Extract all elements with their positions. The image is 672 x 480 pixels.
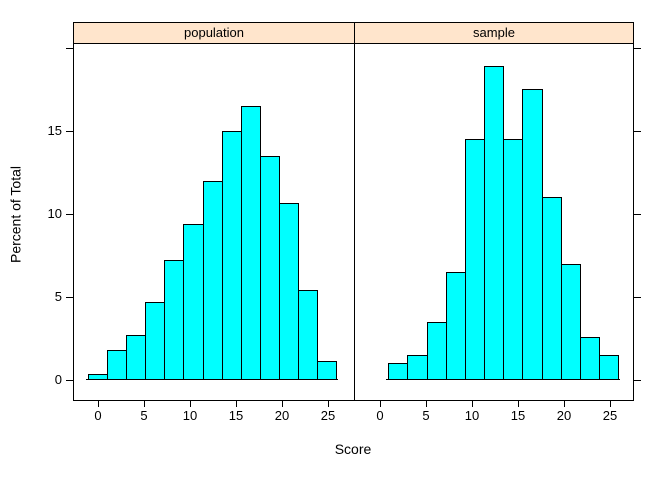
x-tick — [144, 401, 145, 407]
y-tick-right — [634, 131, 641, 132]
y-tick — [66, 380, 73, 381]
y-tick — [66, 48, 73, 49]
panel-strip-label: sample — [473, 25, 515, 40]
y-tick — [66, 297, 73, 298]
x-tick-label: 25 — [320, 408, 336, 423]
y-tick-right — [634, 297, 641, 298]
y-tick-right — [634, 380, 641, 381]
y-axis-title: Percent of Total — [7, 165, 24, 264]
x-tick-label: 0 — [94, 408, 102, 423]
y-tick — [66, 214, 73, 215]
x-tick-label: 20 — [556, 408, 572, 423]
x-tick-label: 15 — [510, 408, 526, 423]
histogram-bar — [145, 302, 165, 380]
histogram-bar — [88, 374, 108, 380]
histogram-bar — [407, 355, 428, 380]
histogram-bar — [279, 203, 299, 380]
x-axis-title: Score — [334, 441, 372, 457]
histogram-bar — [484, 66, 504, 380]
histogram-bar — [599, 355, 619, 380]
histogram-bar — [222, 131, 242, 380]
x-tick — [564, 401, 565, 407]
panel-strip-population: population — [73, 22, 355, 44]
y-tick-right — [634, 214, 641, 215]
y-tick-label: 15 — [47, 123, 62, 138]
panel-divider-line — [354, 43, 355, 401]
y-tick-label: 0 — [54, 372, 62, 387]
x-tick — [472, 401, 473, 407]
histogram-bar — [203, 181, 223, 380]
histogram-bar — [317, 361, 337, 380]
x-tick — [610, 401, 611, 407]
histogram-bar — [427, 322, 447, 380]
y-tick — [66, 131, 73, 132]
x-tick — [98, 401, 99, 407]
y-tick-right — [634, 48, 641, 49]
x-tick-label: 15 — [228, 408, 244, 423]
x-tick-label: 0 — [376, 408, 384, 423]
histogram-bar — [241, 106, 261, 380]
panel-strip-label: population — [184, 25, 244, 40]
x-tick-label: 10 — [182, 408, 198, 423]
panel-strip-sample: sample — [354, 22, 634, 44]
histogram-bar — [107, 350, 127, 380]
x-tick — [190, 401, 191, 407]
histogram-bar — [542, 197, 562, 380]
histogram-bar — [183, 224, 204, 380]
histogram-bar — [164, 260, 184, 380]
histogram-bar — [580, 337, 600, 380]
histogram-bar — [503, 139, 523, 380]
y-tick-label: 10 — [47, 206, 62, 221]
x-tick-label: 20 — [274, 408, 290, 423]
histogram-bar — [388, 363, 408, 380]
x-tick — [282, 401, 283, 407]
histogram-bar — [561, 264, 581, 380]
x-tick-label: 5 — [422, 408, 430, 423]
x-tick-label: 25 — [602, 408, 618, 423]
histogram-bar — [126, 335, 146, 380]
x-tick-label: 10 — [464, 408, 480, 423]
x-tick — [328, 401, 329, 407]
histogram-bar — [260, 156, 280, 380]
x-tick — [380, 401, 381, 407]
histogram-bar — [298, 290, 318, 380]
y-tick-label: 5 — [54, 289, 62, 304]
x-tick-label: 5 — [140, 408, 148, 423]
x-tick — [236, 401, 237, 407]
histogram-bar — [446, 272, 466, 380]
histogram-bar — [522, 89, 543, 380]
x-tick — [426, 401, 427, 407]
histogram-bar — [465, 139, 485, 380]
x-tick — [518, 401, 519, 407]
